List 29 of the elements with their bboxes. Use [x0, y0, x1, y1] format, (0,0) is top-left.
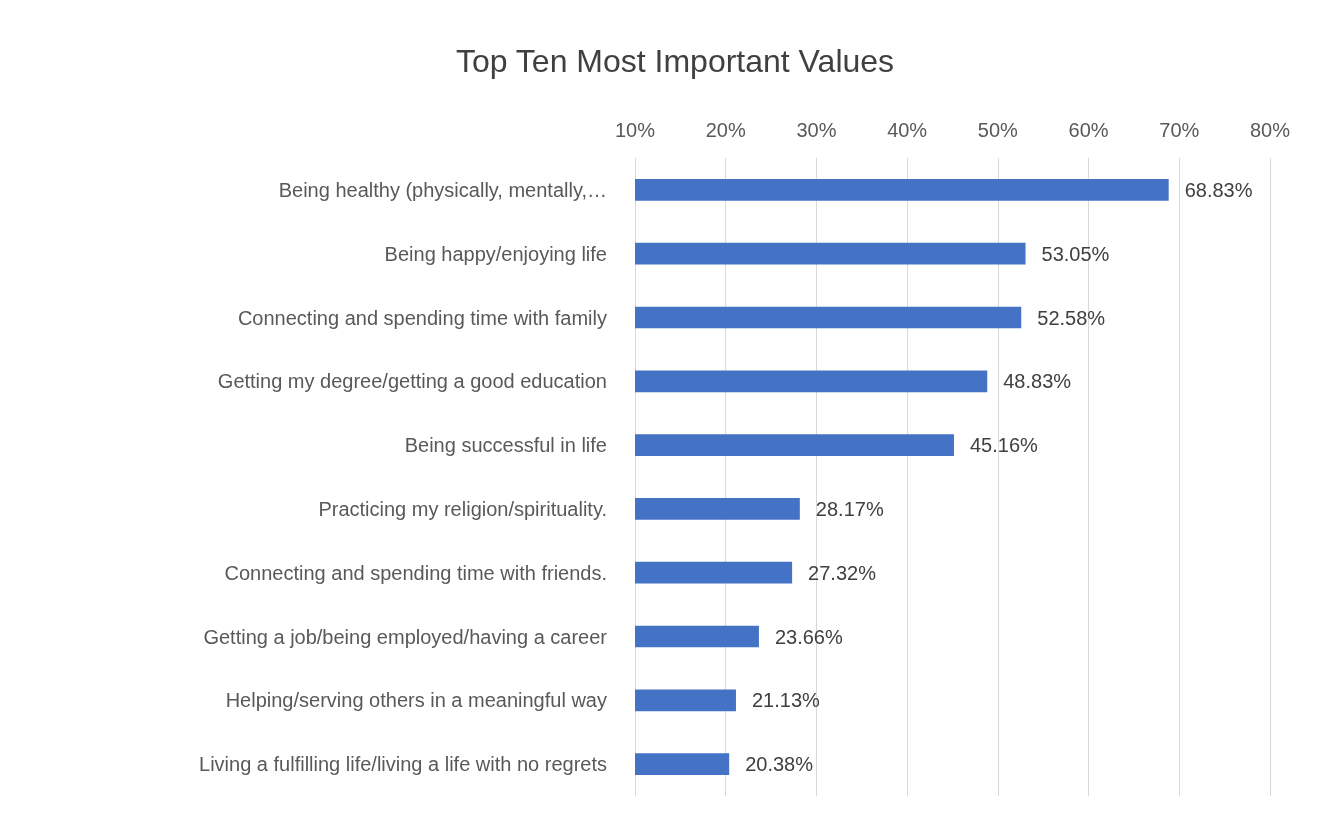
- y-tick-label: Being successful in life: [404, 434, 607, 457]
- y-tick-label: Getting my degree/getting a good education: [217, 370, 607, 393]
- x-tick-label: 40%: [887, 119, 928, 141]
- y-tick-label: Being healthy (physically, mentally,…: [278, 178, 607, 201]
- data-label: 45.16%: [969, 434, 1038, 457]
- x-tick-label: 30%: [796, 119, 837, 141]
- x-tick-label: 70%: [1159, 119, 1200, 141]
- data-label: 27.32%: [808, 561, 877, 584]
- data-label: 20.38%: [745, 753, 814, 776]
- data-label: 28.17%: [815, 497, 884, 520]
- y-tick-label: Connecting and spending time with friends.: [224, 561, 607, 584]
- x-tick-label: 60%: [1068, 119, 1109, 141]
- data-label: 52.58%: [1037, 306, 1106, 329]
- data-label: 21.13%: [751, 689, 821, 712]
- data-label: 68.83%: [1184, 178, 1253, 201]
- y-tick-label: Practicing my religion/spirituality.: [318, 497, 607, 520]
- data-label: 23.66%: [774, 625, 843, 648]
- data-label: 48.83%: [1003, 370, 1072, 393]
- x-tick-label: 10%: [614, 119, 656, 141]
- y-tick-label: Helping/serving others in a meaningful way: [225, 689, 607, 712]
- y-tick-label: Living a fulfilling life/living a life with no regrets: [199, 753, 607, 776]
- x-tick-label: 50%: [977, 119, 1019, 141]
- y-tick-label: Getting a job/being employed/having a career: [203, 625, 608, 648]
- x-tick-label: 80%: [1249, 119, 1291, 141]
- y-tick-label: Connecting and spending time with family: [237, 306, 607, 329]
- x-tick-label: 20%: [705, 119, 746, 141]
- data-label: 53.05%: [1041, 242, 1110, 265]
- chart-title: Top Ten Most Important Values: [455, 43, 895, 79]
- y-tick-label: Being happy/enjoying life: [384, 242, 607, 265]
